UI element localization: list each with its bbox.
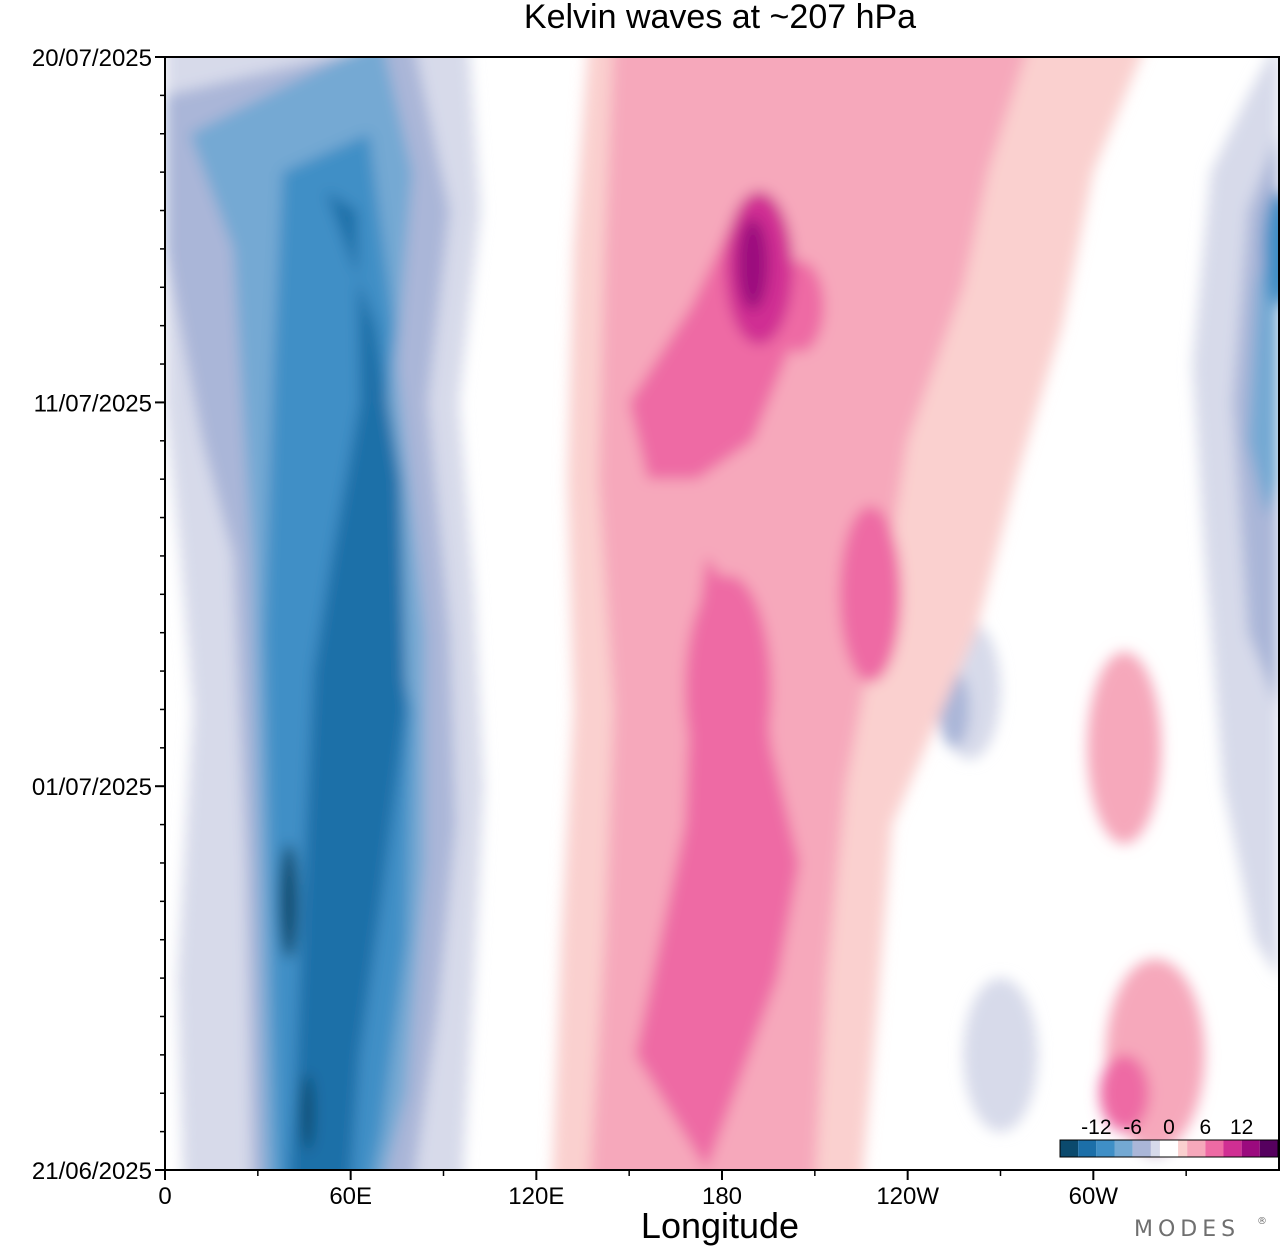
pos-patch-mid-2 xyxy=(839,506,902,683)
colorbar-tick-label-2: 0 xyxy=(1163,1116,1175,1139)
pos-core-peak xyxy=(737,218,769,311)
x-tick-label-4: 120W xyxy=(876,1183,939,1210)
contour-field xyxy=(165,57,1279,1170)
colorbar-tick-label-3: 6 xyxy=(1199,1116,1211,1139)
colorbar-swatch xyxy=(1241,1140,1260,1157)
colorbar-swatch xyxy=(1150,1140,1160,1157)
x-tick-label-5: 60W xyxy=(1069,1183,1119,1210)
x-tick-label-3: 180 xyxy=(702,1183,742,1210)
colorbar-swatch xyxy=(1159,1140,1179,1157)
y-axis: 21/06/2025 01/07/2025 11/07/2025 20/07/2025 xyxy=(32,45,165,1185)
x-tick-label-1: 60E xyxy=(329,1183,372,1210)
neg-east-strong xyxy=(1263,191,1279,307)
y-tick-label-2: 11/07/2025 xyxy=(34,390,152,417)
registered-mark: ® xyxy=(1257,1216,1267,1227)
x-tick-label-2: 120E xyxy=(508,1183,564,1210)
colorbar-tick-label-1: -6 xyxy=(1123,1116,1142,1139)
neg-shade-stronger xyxy=(289,191,407,1170)
colorbar-swatch xyxy=(1060,1140,1079,1157)
colorbar-tick-label-4: 12 xyxy=(1230,1116,1253,1139)
neg-core-2 xyxy=(301,1074,314,1151)
x-tick-label-0: 0 xyxy=(158,1183,171,1210)
pos-patch-mid xyxy=(684,575,772,806)
neg-patch-3 xyxy=(963,978,1038,1132)
y-tick-label-3: 20/07/2025 xyxy=(32,45,152,72)
pos-patch-se-2 xyxy=(1099,1054,1150,1132)
colorbar-legend: -12 -6 0 6 12 xyxy=(1059,1116,1279,1158)
pos-patch-east xyxy=(1087,651,1162,844)
x-axis-label: Longitude xyxy=(641,1205,799,1246)
colorbar-swatch xyxy=(1259,1140,1278,1157)
y-tick-label-1: 01/07/2025 xyxy=(32,774,152,801)
colorbar-swatch xyxy=(1078,1140,1097,1157)
colorbar-swatch xyxy=(1187,1140,1206,1157)
colorbar-swatch xyxy=(1114,1140,1133,1157)
neg-core-1 xyxy=(279,843,299,959)
colorbar-swatch xyxy=(1205,1140,1224,1157)
colorbar-swatch xyxy=(1223,1140,1242,1157)
colorbar-frame xyxy=(1059,1139,1279,1158)
colorbar-swatch xyxy=(1096,1140,1115,1157)
colorbar-swatch xyxy=(1178,1140,1188,1157)
colorbar-tick-label-0: -12 xyxy=(1081,1116,1111,1139)
colorbar-swatch xyxy=(1132,1140,1151,1157)
y-tick-label-0: 21/06/2025 xyxy=(32,1158,152,1185)
modes-logo: MODES xyxy=(1134,1217,1240,1242)
x-axis: 0 60E 120E 180 120W 60W xyxy=(158,1170,1187,1210)
chart-title: Kelvin waves at ~207 hPa xyxy=(524,0,916,36)
